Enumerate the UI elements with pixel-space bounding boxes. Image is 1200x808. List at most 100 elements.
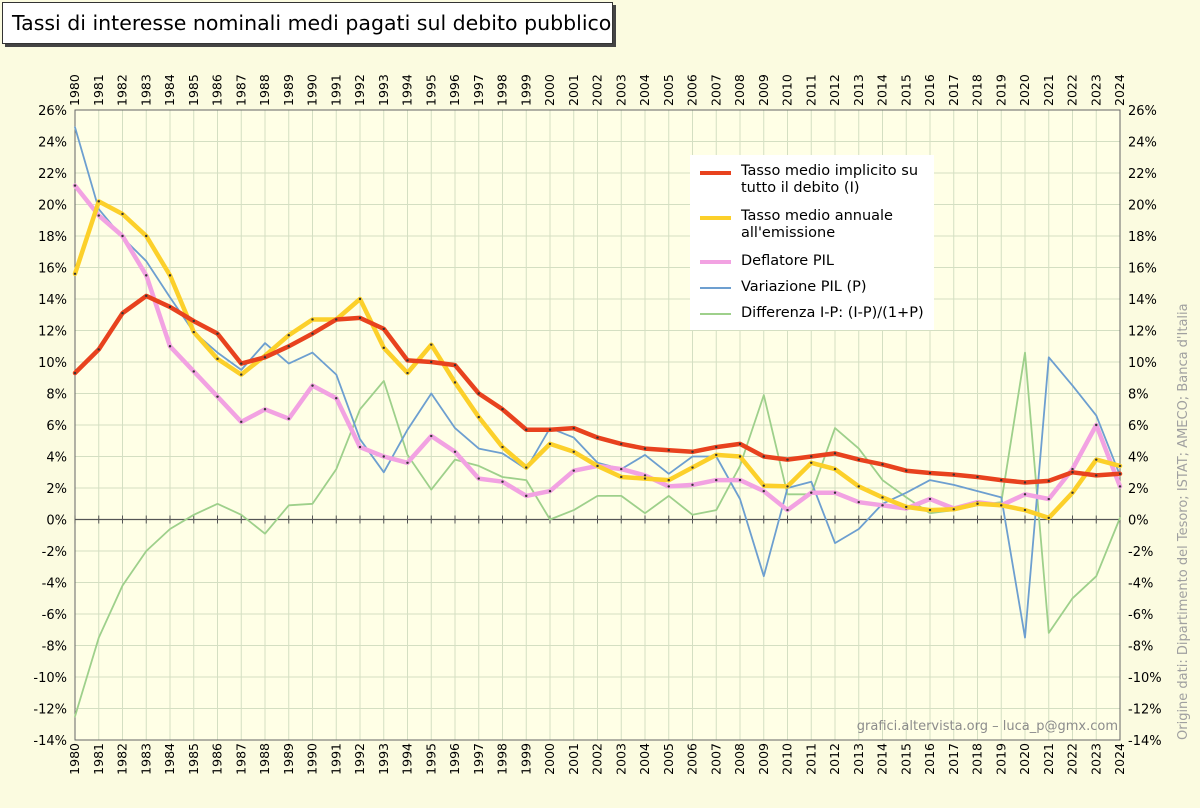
y-tick-label-left: -4% (42, 577, 67, 592)
data-point (596, 464, 599, 468)
data-point (928, 508, 932, 512)
y-tick-label-left: 20% (38, 199, 67, 214)
data-point (620, 475, 623, 479)
y-tick-label-left: -8% (42, 640, 67, 655)
data-point (477, 415, 480, 419)
x-tick-label-bottom: 1994 (400, 743, 415, 775)
y-tick-label-right: 6% (1128, 419, 1149, 434)
data-point (572, 450, 575, 453)
x-tick-label-top: 2012 (827, 74, 842, 106)
data-point (952, 473, 955, 476)
data-point (691, 450, 694, 453)
data-point (762, 455, 765, 458)
x-tick-label-top: 2020 (1017, 74, 1032, 106)
data-point (1118, 464, 1122, 468)
y-tick-label-left: 16% (38, 262, 67, 277)
x-tick-label-top: 1997 (471, 74, 486, 106)
legend-label: Differenza I-P: (I-P)/(1+P) (741, 305, 924, 321)
y-tick-label-right: 2% (1128, 482, 1149, 497)
x-tick-label-top: 1992 (352, 74, 367, 106)
y-tick-label-left: 26% (38, 104, 67, 119)
y-tick-label-right: 26% (1128, 104, 1157, 119)
data-point (976, 475, 979, 479)
data-point (145, 234, 148, 238)
x-tick-label-bottom: 2023 (1088, 743, 1103, 775)
data-point (263, 408, 267, 411)
x-tick-label-top: 1999 (518, 74, 533, 106)
x-tick-label-bottom: 1992 (352, 743, 367, 775)
x-tick-label-bottom: 2024 (1112, 743, 1127, 775)
data-point (73, 184, 77, 187)
data-point (121, 311, 124, 315)
x-tick-label-bottom: 2013 (851, 743, 866, 775)
x-tick-label-bottom: 1988 (257, 743, 272, 775)
data-point (928, 497, 932, 501)
y-tick-label-right: 22% (1128, 167, 1157, 182)
data-point (620, 442, 623, 446)
legend: Tasso medio implicito su tutto il debito… (690, 155, 934, 330)
data-point (192, 319, 195, 323)
x-tick-label-bottom: 2017 (946, 743, 961, 775)
data-point (643, 477, 647, 480)
x-tick-label-top: 2017 (946, 74, 961, 106)
x-tick-label-top: 2008 (732, 74, 747, 106)
data-point (833, 467, 837, 471)
data-point (1047, 497, 1050, 501)
x-tick-label-top: 1994 (400, 74, 415, 106)
y-tick-label-left: -2% (42, 545, 67, 560)
data-point (477, 477, 480, 480)
data-point (762, 489, 765, 493)
data-point (786, 458, 789, 461)
x-tick-label-top: 1983 (138, 74, 153, 106)
data-point (287, 334, 290, 337)
data-point (192, 330, 195, 334)
y-tick-label-right: 4% (1128, 451, 1149, 466)
legend-swatch (700, 171, 731, 175)
data-point (786, 508, 789, 512)
x-tick-label-bottom: 1986 (210, 743, 225, 775)
x-tick-label-bottom: 1985 (186, 743, 201, 775)
data-point (738, 478, 742, 482)
x-tick-label-bottom: 1995 (423, 743, 438, 775)
data-point (145, 294, 148, 298)
x-tick-label-top: 2011 (803, 74, 818, 106)
x-tick-label-bottom: 2001 (566, 743, 581, 775)
y-tick-label-right: -14% (1128, 734, 1162, 749)
x-tick-label-bottom: 2004 (637, 743, 652, 775)
x-tick-label-bottom: 1991 (328, 743, 343, 775)
legend-swatch (700, 287, 731, 289)
data-point (430, 434, 433, 438)
data-point (810, 455, 813, 458)
data-point (263, 356, 267, 359)
legend-label: Tasso medio implicito su (741, 163, 919, 179)
y-tick-label-left: 2% (46, 482, 67, 497)
data-point (572, 469, 575, 472)
data-point (881, 463, 884, 466)
x-tick-label-top: 2006 (685, 74, 700, 106)
data-point (691, 466, 694, 469)
data-point (73, 272, 77, 275)
data-point (501, 408, 504, 411)
legend-label: all'emissione (741, 225, 836, 241)
y-tick-label-right: 16% (1128, 262, 1157, 277)
x-tick-label-top: 1998 (495, 74, 510, 106)
y-tick-label-right: 14% (1128, 293, 1157, 308)
y-tick-label-left: -14% (33, 734, 67, 749)
data-point (857, 485, 860, 488)
data-point (667, 478, 670, 482)
data-point (1118, 472, 1122, 476)
data-point (358, 297, 362, 301)
x-tick-label-bottom: 1998 (495, 743, 510, 775)
x-tick-label-top: 2016 (922, 74, 937, 106)
data-point (525, 428, 528, 431)
data-point (905, 469, 908, 472)
data-point (382, 346, 385, 350)
x-tick-label-top: 1985 (186, 74, 201, 106)
x-tick-label-top: 2014 (875, 74, 890, 106)
x-tick-label-bottom: 2011 (803, 743, 818, 775)
data-point (643, 447, 647, 450)
x-tick-label-bottom: 1993 (376, 743, 391, 775)
data-point (715, 445, 718, 449)
data-point (810, 491, 813, 494)
data-point (335, 397, 338, 400)
